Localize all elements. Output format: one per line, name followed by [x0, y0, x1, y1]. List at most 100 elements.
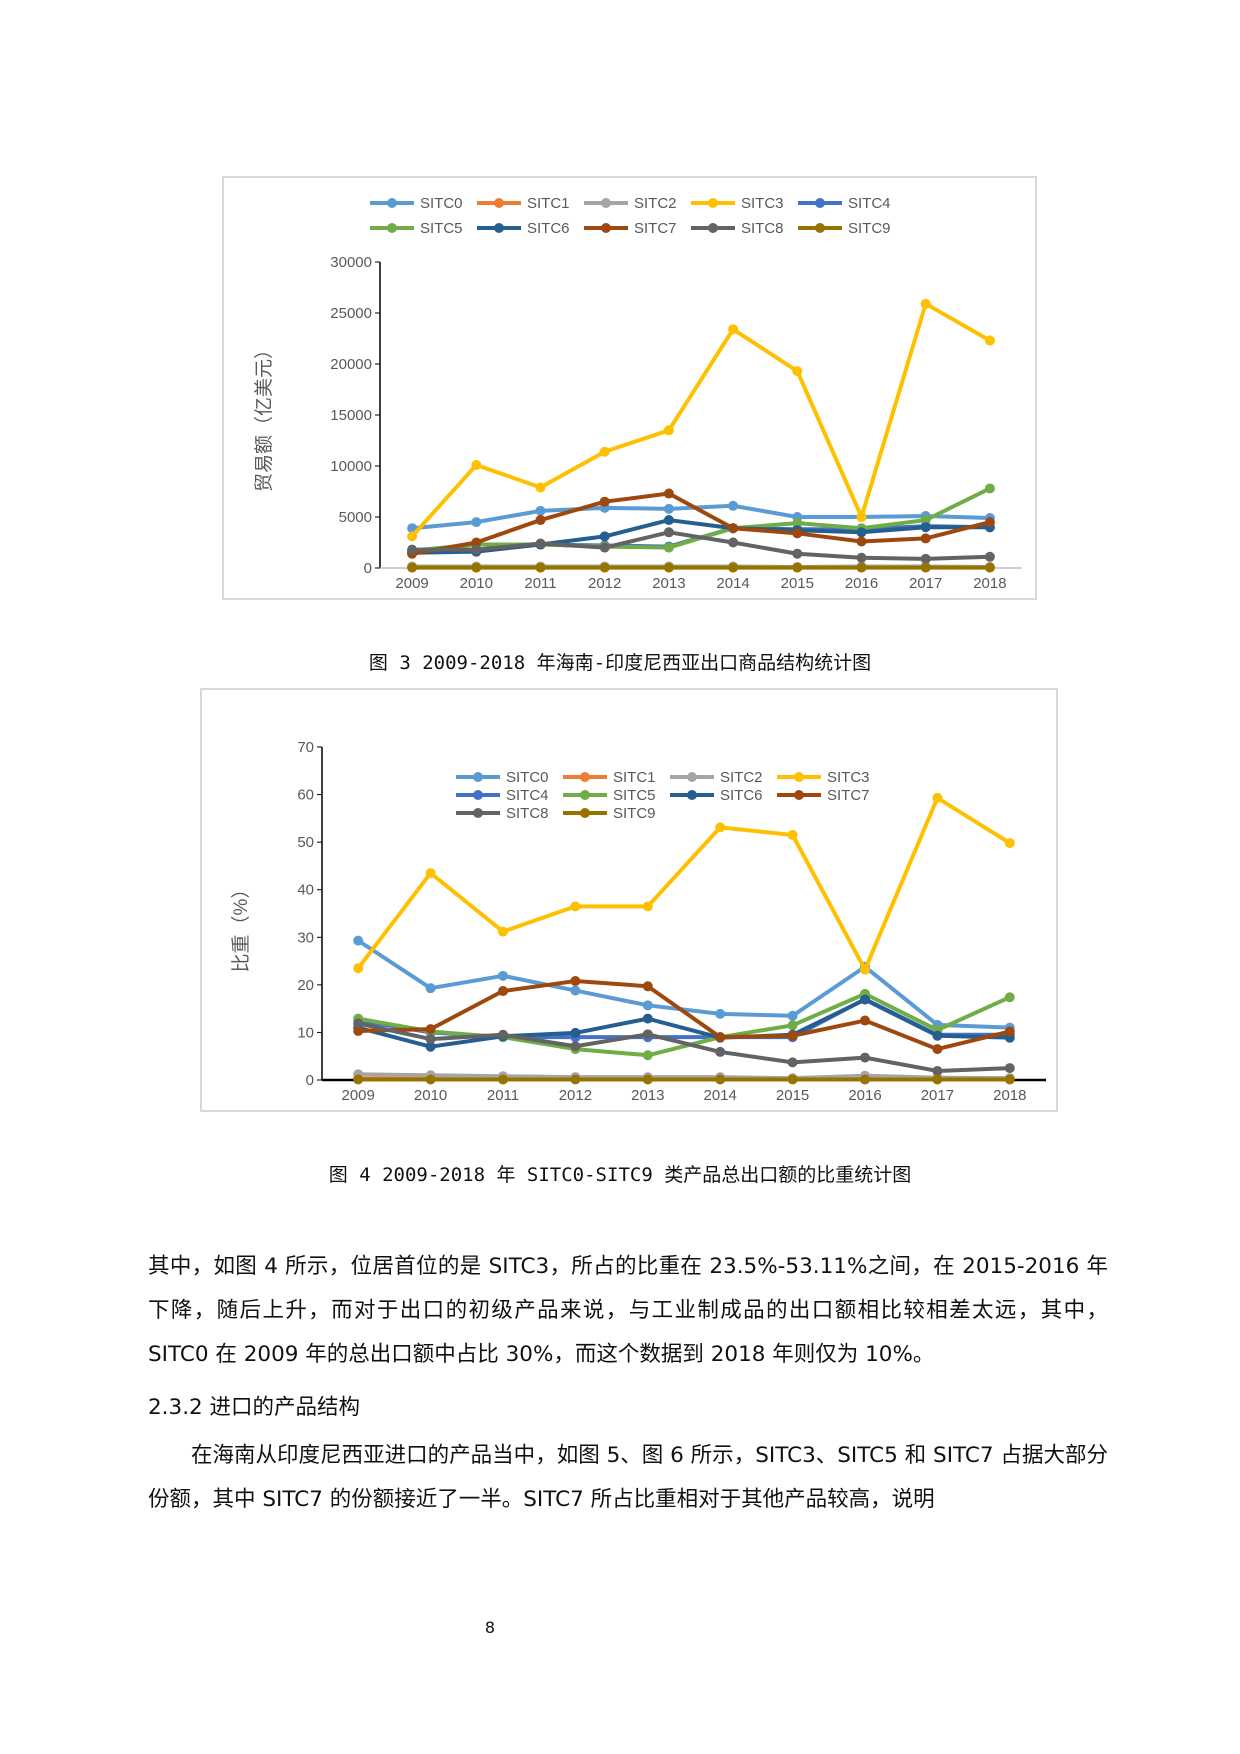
x-tick-label: 2014 [716, 575, 749, 592]
y-tick-label: 50 [297, 834, 314, 851]
x-tick-label: 2009 [342, 1087, 375, 1104]
legend-marker [387, 223, 397, 233]
series-line-sitc6 [356, 997, 1012, 1049]
data-point-sitc9 [663, 562, 674, 573]
data-point-sitc8 [353, 1018, 364, 1029]
x-tick-label: 2015 [776, 1087, 809, 1104]
data-point-sitc9 [860, 1074, 870, 1085]
data-point-sitc7 [471, 537, 482, 548]
y-tick-label: 10000 [330, 458, 372, 475]
data-point-sitc3 [407, 531, 418, 542]
legend-label: SITC3 [827, 769, 870, 786]
legend-marker [794, 772, 804, 782]
data-point-sitc6 [599, 531, 610, 542]
data-point-sitc7 [663, 488, 674, 499]
data-point-sitc3 [1004, 838, 1015, 849]
data-point-sitc8 [663, 527, 674, 538]
data-point-sitc6 [860, 994, 870, 1005]
legend-label: SITC8 [741, 220, 784, 237]
data-point-sitc0 [728, 500, 739, 511]
data-point-sitc7 [535, 515, 546, 526]
data-point-sitc3 [856, 512, 867, 522]
legend-label: SITC1 [527, 195, 570, 212]
data-point-sitc9 [599, 562, 610, 573]
data-point-sitc8 [407, 544, 418, 555]
series-line-sitc5 [356, 991, 1012, 1058]
legend-marker [580, 772, 590, 782]
data-point-sitc0 [787, 1010, 798, 1021]
data-point-sitc3 [728, 324, 739, 335]
body-paragraph-1: 其中，如图 4 所示，位居首位的是 SITC3，所占的比重在 23.5%-53.… [148, 1254, 1108, 1367]
y-tick-label: 0 [306, 1072, 314, 1089]
legend-marker [580, 808, 590, 818]
data-point-sitc8 [471, 544, 482, 555]
y-axis-label: 贸易额（亿美元） [253, 340, 275, 492]
data-point-sitc7 [642, 981, 653, 992]
data-point-sitc8 [1004, 1063, 1015, 1074]
data-point-sitc8 [932, 1065, 943, 1076]
legend-label: SITC1 [613, 769, 656, 786]
legend-label: SITC6 [527, 220, 570, 237]
legend-label: SITC3 [741, 195, 784, 212]
data-point-sitc3 [570, 901, 581, 912]
legend-marker [473, 772, 483, 782]
data-point-sitc3 [984, 335, 995, 346]
y-tick-label: 25000 [330, 305, 372, 322]
data-point-sitc3 [932, 792, 943, 803]
chart-trade-value: 0 5000 10000 15000 20000 25000 30000 2009 2010 20… [253, 195, 1022, 592]
series-line-sitc0 [410, 503, 992, 531]
data-point-sitc9 [984, 562, 995, 573]
data-point-sitc9 [787, 1074, 798, 1085]
data-point-sitc9 [353, 1074, 364, 1085]
y-tick-label: 20 [297, 977, 314, 994]
series-line-sitc3 [410, 301, 992, 539]
legend-label: SITC7 [634, 220, 677, 237]
legend-label: SITC5 [420, 220, 463, 237]
x-tick-label: 2009 [395, 575, 428, 592]
chart-share-frame: 0 10 20 30 40 50 60 70 2009 2010 2011 2012 2013 2014 2… [200, 688, 1058, 1112]
series-line-sitc2 [356, 1072, 1012, 1081]
data-point-sitc0 [663, 503, 674, 514]
data-point-sitc0 [642, 1000, 653, 1011]
data-point-sitc9 [407, 562, 418, 573]
x-tick-label: 2013 [652, 575, 685, 592]
data-point-sitc7 [498, 986, 508, 997]
data-point-sitc7 [715, 1032, 726, 1043]
data-point-sitc8 [535, 538, 546, 549]
data-point-sitc5 [920, 515, 931, 526]
data-point-sitc8 [787, 1057, 798, 1068]
legend-marker [494, 223, 504, 233]
data-point-sitc7 [599, 496, 610, 507]
data-point-sitc9 [920, 562, 931, 573]
data-point-sitc5 [787, 1020, 798, 1031]
data-point-sitc0 [570, 985, 581, 996]
data-point-sitc9 [792, 562, 803, 573]
chart-trade-value-frame: 0 5000 10000 15000 20000 25000 30000 2009 2010 20… [222, 176, 1037, 600]
data-point-sitc8 [599, 542, 610, 553]
x-tick-label: 2010 [414, 1087, 447, 1104]
legend-label: SITC6 [720, 787, 763, 804]
y-tick-label: 20000 [330, 356, 372, 373]
data-point-sitc7 [787, 1030, 798, 1041]
data-point-sitc3 [353, 963, 364, 974]
legend-label: SITC4 [848, 195, 891, 212]
data-point-sitc3 [787, 830, 798, 841]
legend-label: SITC9 [613, 805, 656, 822]
data-point-sitc9 [728, 562, 739, 573]
data-point-sitc7 [570, 976, 581, 987]
data-point-sitc3 [425, 868, 436, 879]
y-axis-label: 比重（%） [230, 880, 252, 973]
data-point-sitc0 [471, 517, 482, 528]
x-tick-label: 2018 [993, 1087, 1026, 1104]
data-point-sitc3 [860, 964, 870, 975]
legend-marker [494, 198, 504, 208]
data-point-sitc3 [663, 425, 674, 436]
data-point-sitc8 [792, 548, 803, 559]
legend-marker [687, 772, 697, 782]
legend-label: SITC2 [634, 195, 677, 212]
legend-marker [387, 198, 397, 208]
data-point-sitc6 [856, 527, 867, 538]
y-tick-label: 60 [297, 787, 314, 804]
legend-label: SITC2 [720, 769, 763, 786]
data-point-sitc8 [425, 1034, 436, 1045]
